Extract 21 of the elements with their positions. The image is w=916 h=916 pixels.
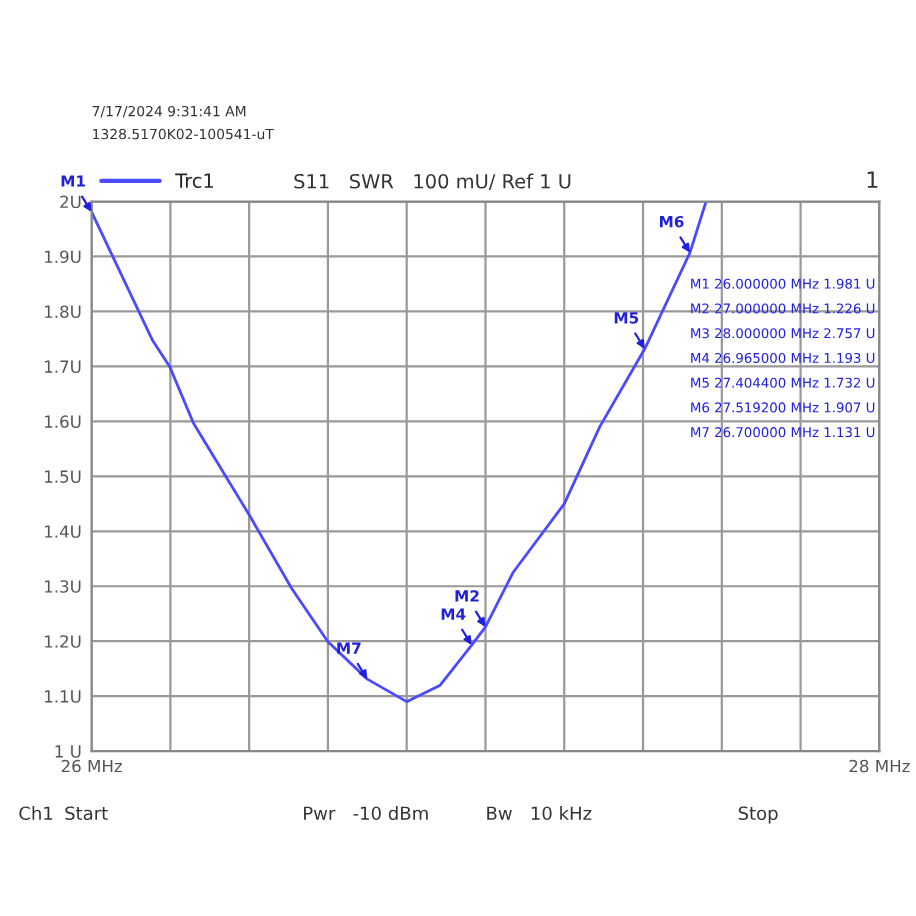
y-tick-label: 1.6U <box>45 415 81 428</box>
legend-label: Trc1 <box>175 173 214 189</box>
text: Pwr -10 dBm <box>304 806 428 821</box>
y-tick-label: 1.4U <box>45 525 81 538</box>
y-tick-label: 1.9U <box>45 250 81 264</box>
text: Start <box>65 806 108 821</box>
y-tick-label: 1.8U <box>45 305 81 319</box>
text: Bw 10 kHz <box>487 806 592 821</box>
y-tick-label: 1.2U <box>45 635 81 648</box>
y-tick-label: 1.3U <box>45 580 81 593</box>
text: Stop <box>738 806 778 824</box>
text: Ch1 <box>19 806 53 821</box>
y-tick-label: 1.5U <box>45 470 81 483</box>
y-tick-label: 1 U <box>55 745 81 758</box>
text: S11 SWR 100 mU/ Ref 1 U <box>294 173 571 191</box>
x-tick-label: 26 MHz <box>61 759 122 773</box>
y-tick-label: 1.1U <box>45 690 81 703</box>
text: 1 <box>867 171 878 188</box>
y-tick-label: 1.7U <box>45 360 81 373</box>
x-tick-label: 28 MHz <box>849 759 910 773</box>
y-tick-label: 2U <box>60 195 81 209</box>
